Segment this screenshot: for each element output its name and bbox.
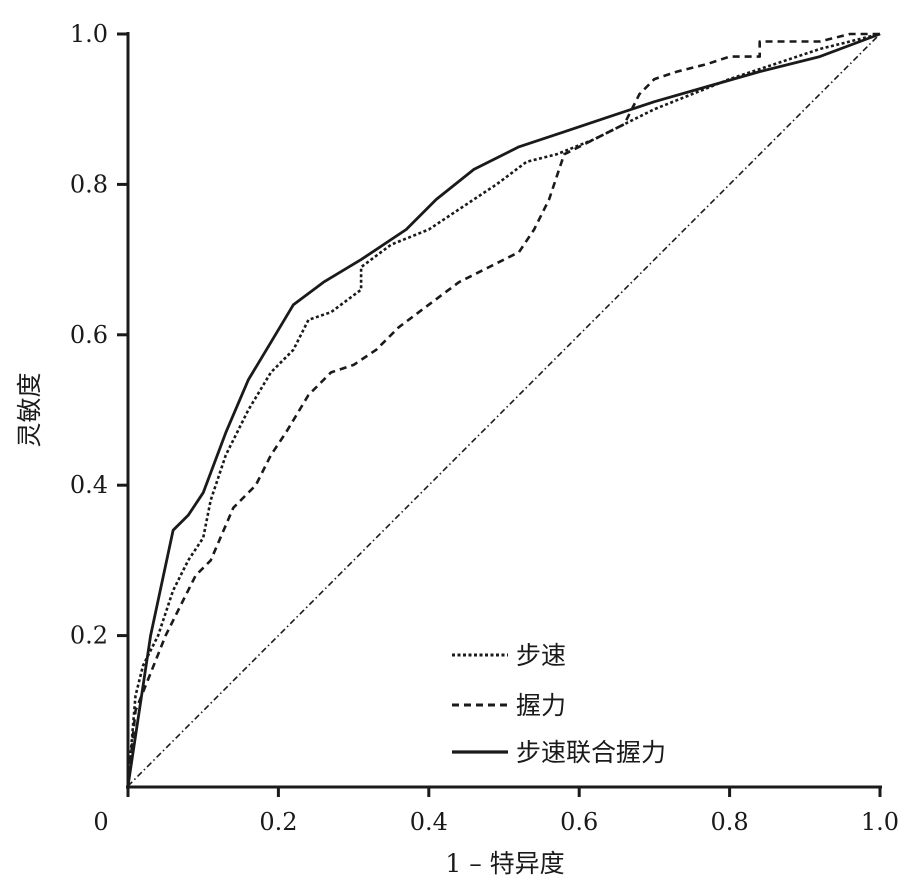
y-tick-label: 0.6 xyxy=(70,321,108,349)
y-tick-label: 0.8 xyxy=(70,170,108,198)
legend-label-step-speed: 步速 xyxy=(516,641,566,670)
legend: 步速 握力 步速联合握力 xyxy=(452,641,666,767)
series-line-combined xyxy=(126,32,881,787)
legend-label-grip-strength: 握力 xyxy=(516,691,566,720)
x-tick-label: 0 xyxy=(93,808,108,836)
reference-diagonal-layer xyxy=(127,33,881,787)
y-tick-label: 0.4 xyxy=(70,471,108,499)
series-layer xyxy=(126,32,881,787)
x-ticks: 0 0.2 0.4 0.6 0.8 1.0 xyxy=(93,787,899,836)
series-line-grip-strength xyxy=(126,32,880,787)
series-line-step-speed xyxy=(126,32,881,787)
legend-label-combined: 步速联合握力 xyxy=(516,738,666,767)
x-tick-label: 1.0 xyxy=(861,808,899,836)
y-axis-label: 灵敏度 xyxy=(15,372,44,447)
y-tick-label: 1.0 xyxy=(70,20,108,48)
x-axis-label: 1 – 特异度 xyxy=(445,849,564,878)
x-tick-label: 0.4 xyxy=(410,808,448,836)
x-tick-label: 0.2 xyxy=(259,808,297,836)
reference-diagonal-line xyxy=(127,33,881,787)
x-tick-label: 0.8 xyxy=(711,808,749,836)
x-tick-label: 0.6 xyxy=(560,808,598,836)
y-tick-label: 0.2 xyxy=(70,622,108,650)
y-ticks: 0.2 0.4 0.6 0.8 1.0 xyxy=(70,20,128,650)
